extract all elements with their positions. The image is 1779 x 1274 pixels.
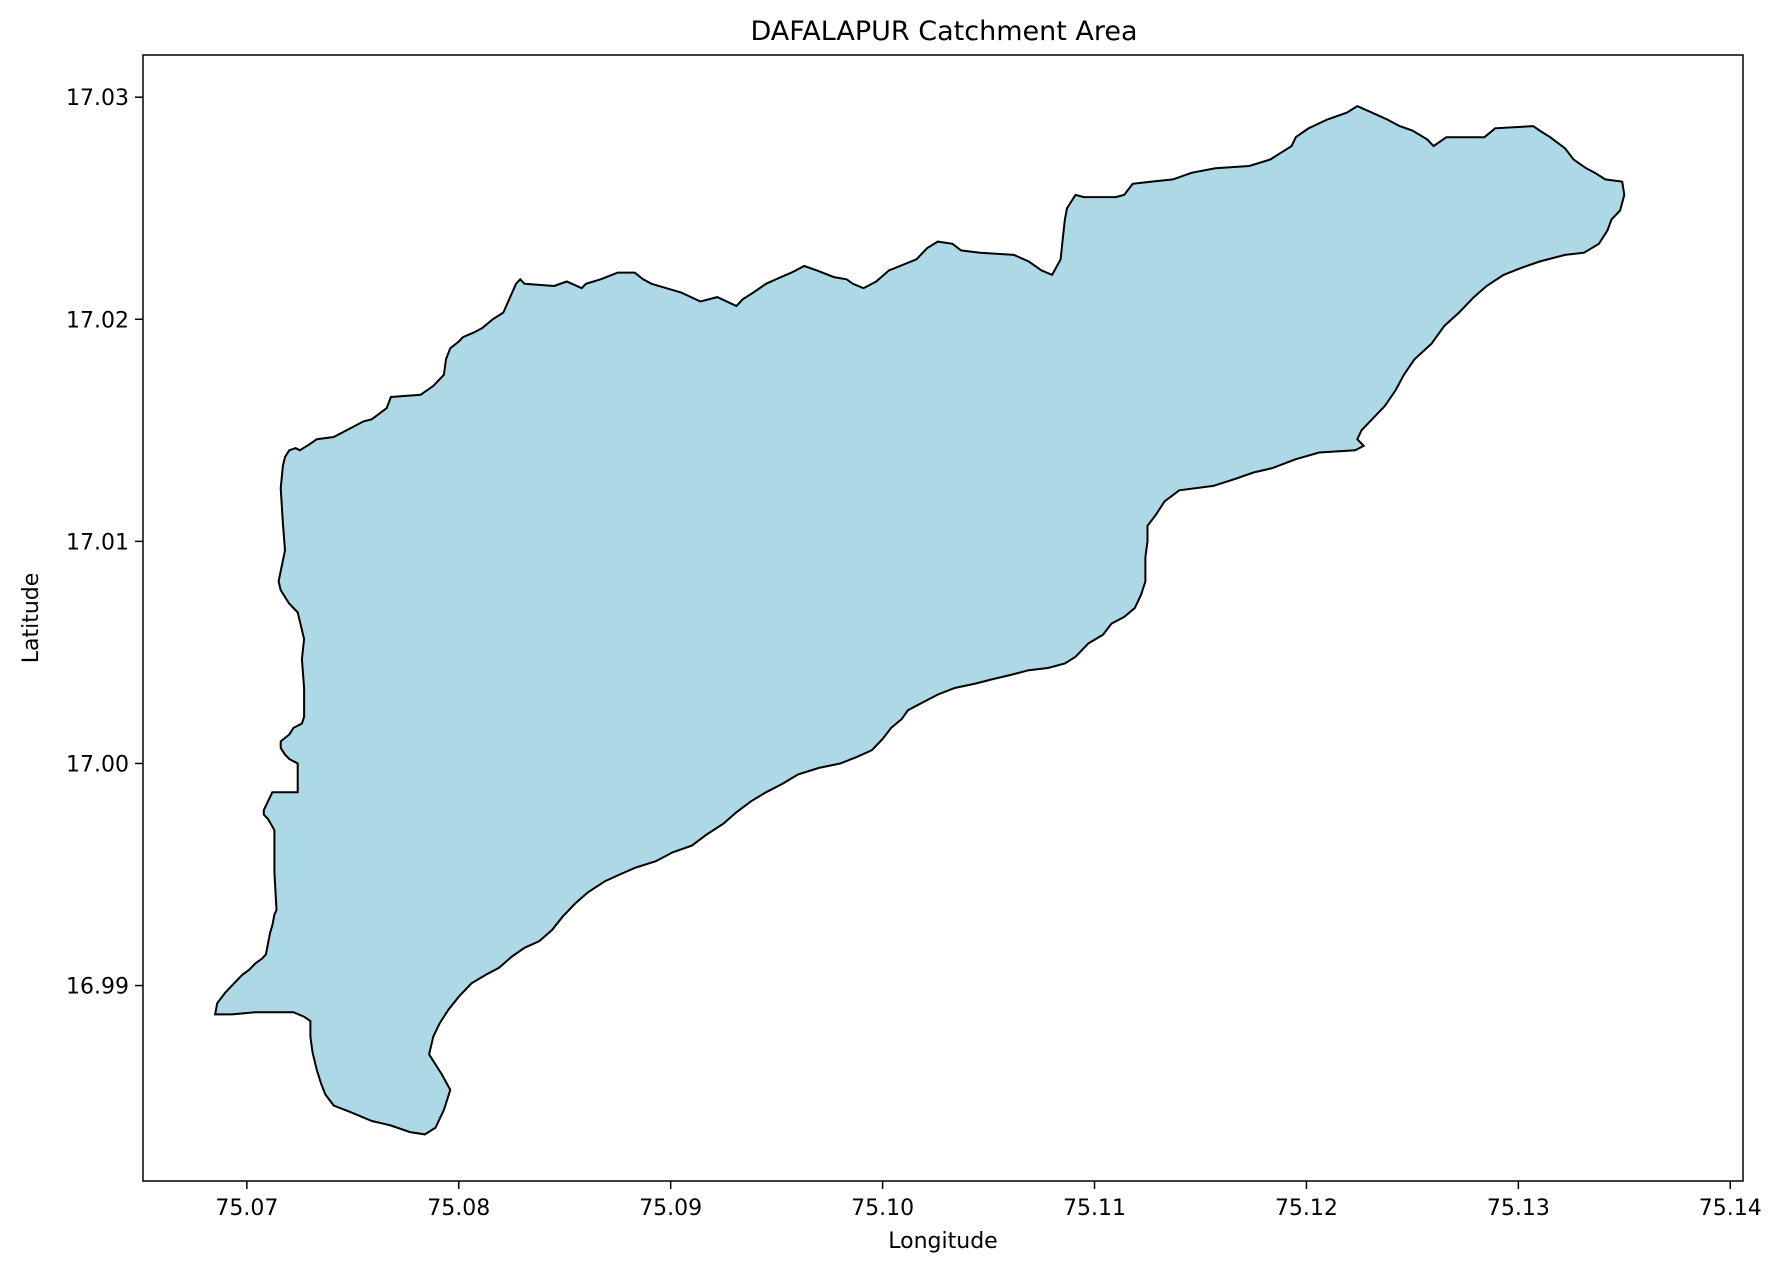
axes-frame	[142, 54, 1744, 1182]
x-tick-label: 75.14	[1699, 1196, 1762, 1221]
catchment-layer	[213, 104, 1626, 1136]
y-tick-label: 17.01	[66, 530, 129, 555]
x-tick-label: 75.10	[851, 1196, 914, 1221]
y-axis-label: Latitude	[19, 573, 44, 664]
chart-title: DAFALAPUR Catchment Area	[750, 16, 1137, 47]
y-tick-label: 17.00	[66, 752, 129, 777]
x-tick-label: 75.11	[1063, 1196, 1126, 1221]
x-tick-label: 75.12	[1275, 1196, 1338, 1221]
x-tick-label: 75.07	[215, 1196, 278, 1221]
x-axis-label: Longitude	[888, 1229, 997, 1254]
catchment-polygon	[213, 104, 1626, 1136]
x-tick-label: 75.09	[639, 1196, 702, 1221]
x-axis: 75.07 75.08 75.09 75.10 75.11 75.12 75.13 75.14	[215, 1181, 1762, 1221]
x-tick-label: 75.08	[427, 1196, 490, 1221]
y-axis: 16.99 17.00 17.01 17.02 17.03	[66, 86, 143, 1000]
y-tick-label: 17.03	[66, 86, 129, 111]
y-tick-label: 17.02	[66, 308, 129, 333]
x-tick-label: 75.13	[1487, 1196, 1550, 1221]
y-tick-label: 16.99	[66, 975, 129, 1000]
